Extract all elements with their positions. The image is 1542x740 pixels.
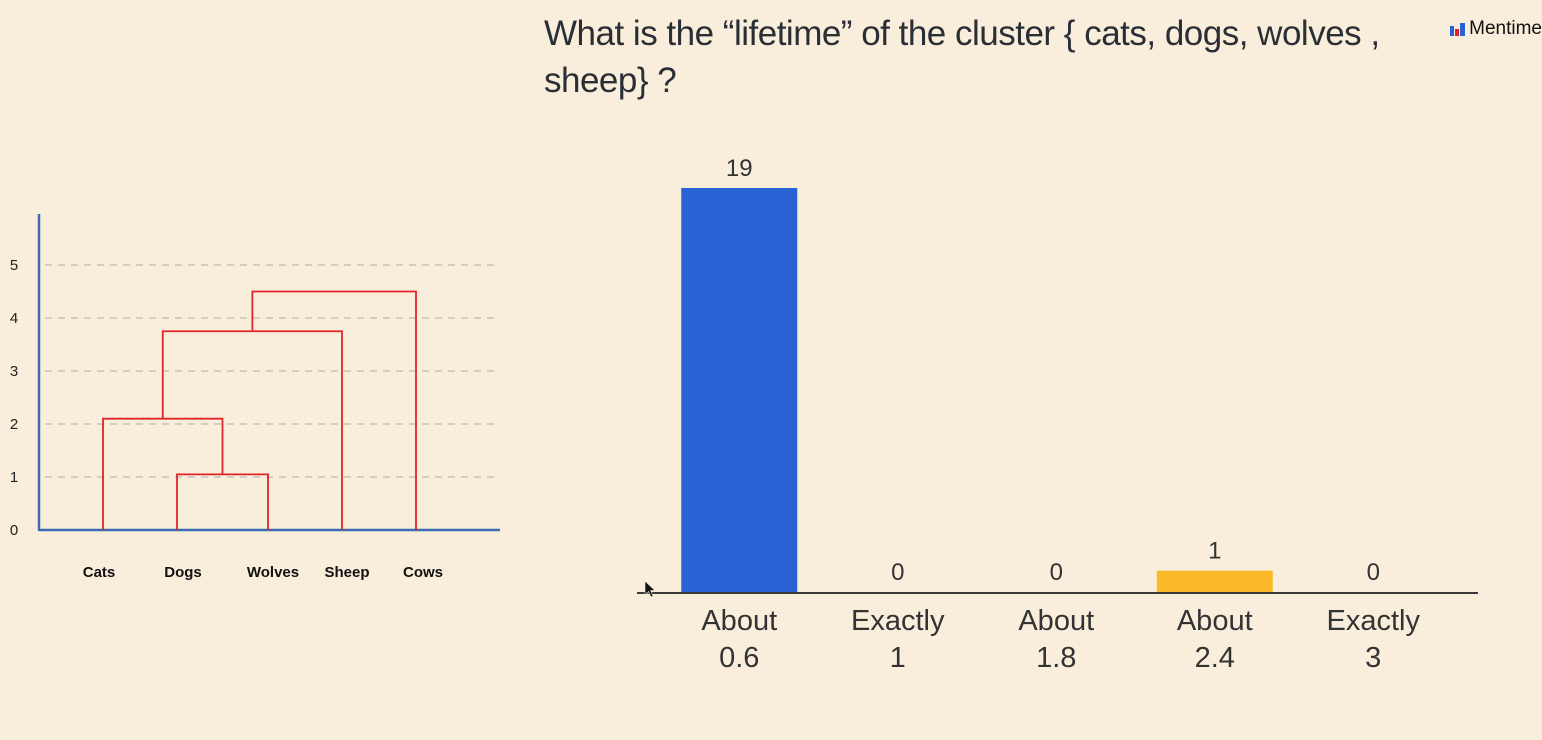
bar-value-label: 1 bbox=[1208, 538, 1221, 565]
y-tick-label: 0 bbox=[10, 522, 18, 539]
leaf-label: Cows bbox=[403, 564, 443, 581]
category-label-line: 3 bbox=[1365, 642, 1381, 674]
bar-value-label: 0 bbox=[1367, 559, 1380, 586]
leaf-label: Sheep bbox=[324, 564, 369, 581]
mouse-cursor-icon bbox=[644, 580, 656, 598]
y-tick-label: 4 bbox=[10, 310, 18, 327]
category-label: About 2.4 bbox=[1177, 605, 1253, 674]
y-tick-label: 3 bbox=[10, 363, 18, 380]
category-label: Exactly 3 bbox=[1327, 605, 1421, 674]
bar-value-label: 0 bbox=[891, 559, 904, 586]
category-label: Exactly 1 bbox=[851, 605, 945, 674]
bar bbox=[681, 188, 798, 592]
dendrogram-link bbox=[251, 290, 417, 530]
category-label: About 1.8 bbox=[1018, 605, 1094, 674]
dendrogram-link bbox=[102, 417, 224, 530]
category-label-line: About bbox=[701, 605, 777, 637]
bar-value-label: 19 bbox=[726, 155, 753, 182]
brand-name: Mentime bbox=[1469, 18, 1542, 39]
y-tick-label: 5 bbox=[10, 257, 18, 274]
dendrogram-chart: 0 1 2 3 4 5 Cats Dogs Wolves Sheep Cows bbox=[10, 214, 500, 581]
bar bbox=[1156, 570, 1273, 592]
category-label-line: 1 bbox=[890, 642, 906, 674]
leaf-label: Wolves bbox=[247, 564, 299, 581]
category-label-line: About bbox=[1018, 605, 1094, 637]
category-label: About 0.6 bbox=[701, 605, 777, 674]
bar-chart-logo-icon bbox=[1450, 22, 1466, 36]
category-label-line: Exactly bbox=[1327, 605, 1421, 637]
leaf-label: Dogs bbox=[164, 564, 202, 581]
leaf-label: Cats bbox=[83, 564, 116, 581]
mentimeter-logo: Mentime bbox=[1450, 18, 1542, 40]
y-tick-label: 2 bbox=[10, 416, 18, 433]
category-label-line: About bbox=[1177, 605, 1253, 637]
category-label-line: 1.8 bbox=[1036, 642, 1076, 674]
y-tick-label: 1 bbox=[10, 469, 18, 486]
category-label-line: 0.6 bbox=[719, 642, 759, 674]
question-title: What is the “lifetime” of the cluster { … bbox=[544, 14, 1380, 100]
category-label-line: 2.4 bbox=[1195, 642, 1235, 674]
category-label-line: Exactly bbox=[851, 605, 945, 637]
bar-value-label: 0 bbox=[1050, 559, 1063, 586]
